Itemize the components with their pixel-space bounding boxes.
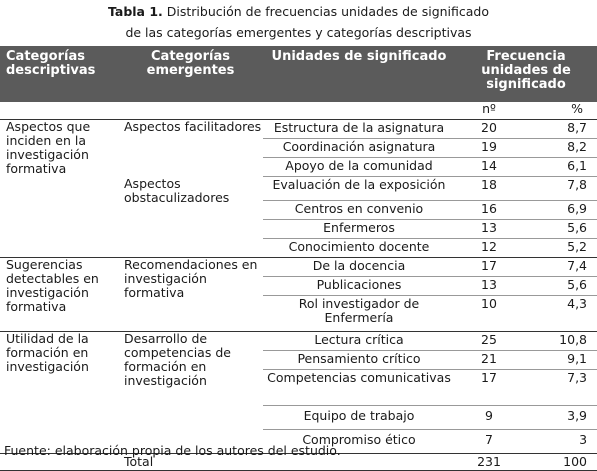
pct-cell: 5,6 xyxy=(523,219,597,239)
unit-cell: Evaluación de la exposición xyxy=(263,176,455,201)
table-row: Centros en convenio 16 6,9 xyxy=(0,200,597,220)
total-pct: 100 xyxy=(523,453,597,471)
pct-cell: 5,6 xyxy=(523,276,597,296)
source-note: Fuente: elaboración propia de los autore… xyxy=(4,443,341,458)
emergent-category: Aspectos facilitadores xyxy=(124,119,262,134)
n-cell: 14 xyxy=(455,157,523,177)
pct-cell: 7,3 xyxy=(523,369,597,406)
descriptive-category: Sugerencias detectables en investigación… xyxy=(0,257,118,332)
descriptive-category: Utilidad de la formación en investigació… xyxy=(0,331,118,454)
n-cell: 25 xyxy=(455,331,523,351)
unit-cell: Coordinación asignatura xyxy=(263,138,455,158)
table-row: Aspectos obstaculizadores Evaluación de … xyxy=(0,176,597,258)
n-cell: 10 xyxy=(455,295,523,332)
pct-cell: 10,8 xyxy=(523,331,597,351)
unit-cell: De la docencia xyxy=(263,257,455,277)
pct-cell: 6,9 xyxy=(523,200,597,220)
table-row: Equipo de trabajo 9 3,9 xyxy=(0,405,597,430)
unit-cell: Equipo de trabajo xyxy=(263,405,455,430)
unit-cell: Conocimiento docente xyxy=(263,238,455,258)
unit-cell: Compromiso ético xyxy=(263,429,455,454)
emergent-category: Recomendaciones en investigación formati… xyxy=(118,257,263,332)
units-pct: % xyxy=(523,102,597,120)
pct-cell: 7,8 xyxy=(523,176,597,201)
pct-cell: 5,2 xyxy=(523,238,597,258)
table-row: Pensamiento crítico 21 9,1 xyxy=(0,350,597,370)
pct-cell: 3,9 xyxy=(523,405,597,430)
table-row: Rol investigador de Enfermería 10 4,3 xyxy=(0,295,597,332)
table-row: Compromiso ético 7 3 xyxy=(0,429,597,454)
n-cell: 17 xyxy=(455,257,523,277)
unit-cell: Pensamiento crítico xyxy=(263,350,455,370)
n-cell: 19 xyxy=(455,138,523,158)
table-row: Aspectos que inciden en la investigación… xyxy=(0,119,597,258)
unit-cell: Enfermeros xyxy=(263,219,455,239)
unit-cell: Competencias comunicativas xyxy=(263,369,455,406)
header-categorias-descriptivas: Categorías descriptivas xyxy=(0,46,118,102)
n-cell: 9 xyxy=(455,405,523,430)
unit-cell: Publicaciones xyxy=(263,276,455,296)
pct-cell: 3 xyxy=(523,429,597,454)
table-caption-label: Tabla 1. xyxy=(107,4,163,19)
frequency-table: Categorías descriptivas Categorías emerg… xyxy=(0,46,597,471)
n-cell: 17 xyxy=(455,369,523,406)
unit-cell: Estructura de la asignatura xyxy=(263,119,455,139)
pct-cell: 7,4 xyxy=(523,257,597,277)
header-categorias-emergentes: Categorías emergentes xyxy=(118,46,263,102)
table-row: Publicaciones 13 5,6 xyxy=(0,276,597,296)
unit-cell: Lectura crítica xyxy=(263,331,455,351)
table-header: Categorías descriptivas Categorías emerg… xyxy=(0,46,597,102)
total-n: 231 xyxy=(455,453,523,471)
pct-cell: 8,7 xyxy=(523,119,597,139)
table-caption-line2: de las categorías emergentes y categoría… xyxy=(125,25,472,40)
pct-cell: 8,2 xyxy=(523,138,597,158)
n-cell: 12 xyxy=(455,238,523,258)
n-cell: 18 xyxy=(455,176,523,201)
table-row: Competencias comunicativas 17 7,3 xyxy=(0,369,597,406)
units-row: nº % xyxy=(0,102,597,120)
table-row: Conocimiento docente 12 5,2 xyxy=(0,238,597,258)
emergent-category: Desarrollo de competencias de formación … xyxy=(118,331,263,454)
unit-cell: Centros en convenio xyxy=(263,200,455,220)
emergent-category: Aspectos obstaculizadores xyxy=(118,176,263,258)
units-n: nº xyxy=(455,102,523,120)
descriptive-category: Aspectos que inciden en la investigación… xyxy=(0,119,118,258)
pct-cell: 9,1 xyxy=(523,350,597,370)
pct-cell: 4,3 xyxy=(523,295,597,332)
n-cell: 16 xyxy=(455,200,523,220)
n-cell: 13 xyxy=(455,219,523,239)
table-row: Apoyo de la comunidad 14 6,1 xyxy=(0,157,597,177)
n-cell: 20 xyxy=(455,119,523,139)
unit-cell: Rol investigador de Enfermería xyxy=(263,295,455,332)
table-caption-line1: Tabla 1. Distribución de frecuencias uni… xyxy=(0,4,597,20)
table-row: Sugerencias detectables en investigación… xyxy=(0,257,597,332)
unit-cell: Apoyo de la comunidad xyxy=(263,157,455,177)
n-cell: 7 xyxy=(455,429,523,454)
header-frecuencia: Frecuencia unidades de significado xyxy=(455,46,597,102)
pct-cell: 6,1 xyxy=(523,157,597,177)
table-row: Coordinación asignatura 19 8,2 xyxy=(0,138,597,158)
n-cell: 21 xyxy=(455,350,523,370)
table-row: Utilidad de la formación en investigació… xyxy=(0,331,597,454)
n-cell: 13 xyxy=(455,276,523,296)
table-row: Enfermeros 13 5,6 xyxy=(0,219,597,239)
table-caption-text: Distribución de frecuencias unidades de … xyxy=(162,4,490,19)
header-unidades-significado: Unidades de significado xyxy=(263,46,455,102)
